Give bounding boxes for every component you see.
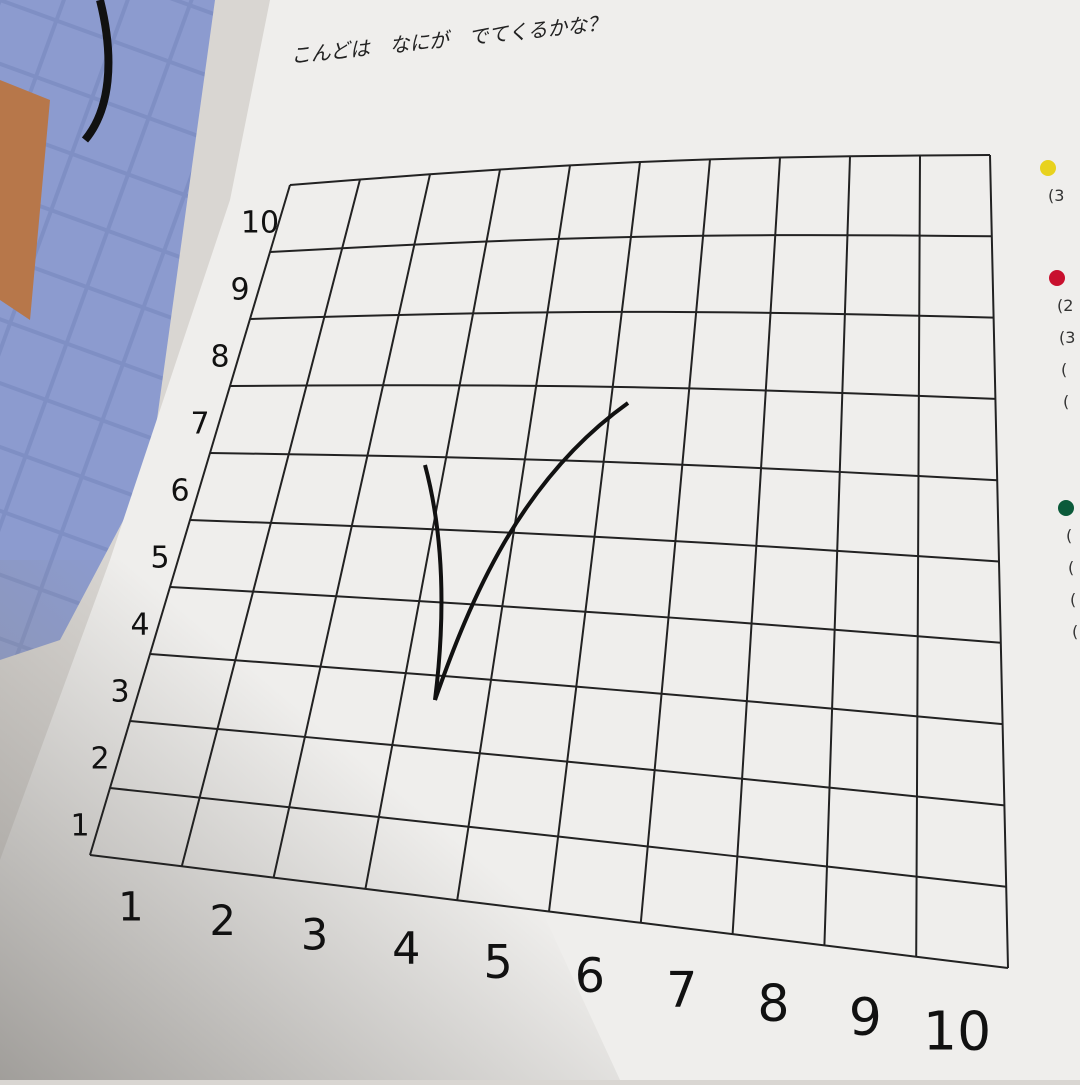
legend-color-dot (1040, 160, 1056, 176)
y-axis-label: 2 (90, 742, 109, 777)
legend-entry: ( (1066, 526, 1073, 545)
grid-column-line (731, 157, 781, 935)
legend-entry: ( (1070, 590, 1077, 609)
legend-entry: (3 (1059, 328, 1076, 347)
y-axis-label: 9 (230, 273, 249, 308)
legend-entry: ( (1068, 558, 1075, 577)
y-axis-label: 1 (70, 809, 89, 844)
legend-entry: ( (1061, 360, 1068, 379)
left-page-brown-tiles (0, 80, 50, 320)
left-page-curve (81, 0, 113, 143)
x-axis-label: 4 (392, 924, 420, 975)
legend-entry: ( (1072, 622, 1079, 641)
y-axis-label: 8 (210, 340, 229, 375)
left-page-illustration (0, 0, 215, 660)
legend-entry: (2 (1057, 296, 1074, 315)
y-axis-label: 5 (150, 541, 169, 576)
grid-row-line (269, 234, 992, 253)
legend-color-dot (1049, 270, 1065, 286)
grid-row-line (229, 384, 996, 400)
grid-column-line (639, 159, 711, 923)
grid-row-line (289, 154, 991, 186)
stem-curve-left (423, 464, 444, 701)
stem-curve-right (433, 401, 630, 701)
y-axis-label: 3 (110, 675, 129, 710)
legend-entry: (3 (1048, 186, 1065, 205)
grid-column-line (989, 154, 1009, 969)
x-axis-label: 6 (575, 949, 605, 1004)
x-axis-label: 2 (209, 896, 235, 945)
x-axis-label: 9 (849, 988, 882, 1048)
x-axis-label: 10 (923, 999, 991, 1062)
page-shadow (0, 560, 620, 1080)
x-axis-label: 1 (118, 885, 143, 931)
coordinate-grid (89, 154, 1009, 969)
x-axis-label: 7 (666, 961, 697, 1018)
y-axis-label: 10 (241, 206, 279, 241)
grid-row-line (209, 452, 998, 482)
x-axis-label: 5 (483, 935, 512, 989)
legend-color-dot (1058, 500, 1074, 516)
x-axis-label: 3 (301, 910, 328, 960)
y-axis-label: 7 (190, 407, 209, 442)
grid-column-line (823, 156, 851, 946)
grid-column-line (915, 155, 921, 957)
y-axis-label: 6 (170, 474, 189, 509)
legend-entry: ( (1063, 392, 1070, 411)
grid-row-line (249, 310, 994, 320)
grid-column-line (548, 161, 641, 912)
y-axis-label: 4 (130, 608, 149, 643)
x-axis-label: 8 (757, 974, 789, 1033)
